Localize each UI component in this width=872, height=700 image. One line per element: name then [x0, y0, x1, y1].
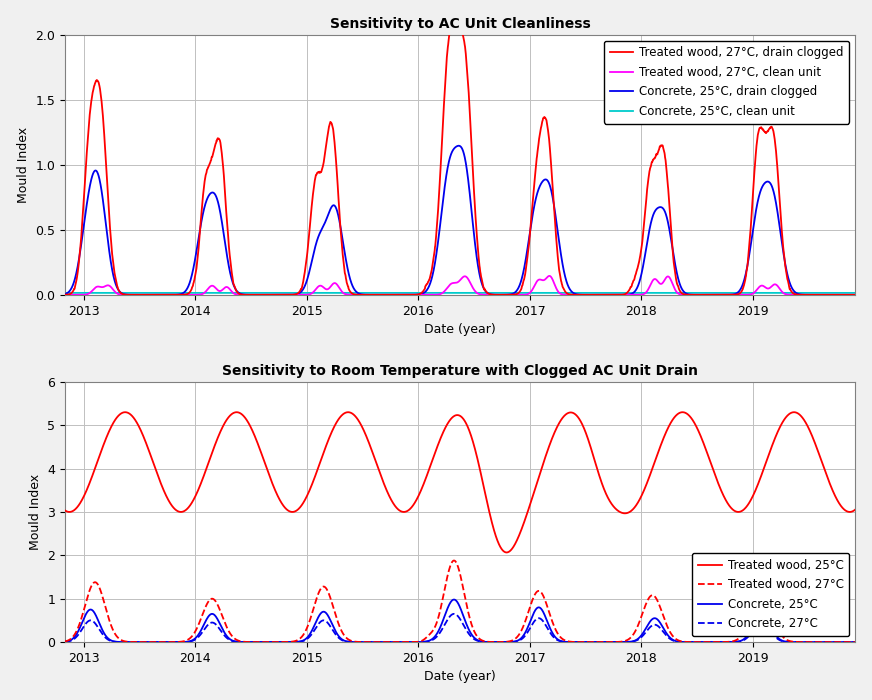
Y-axis label: Mould Index: Mould Index: [17, 127, 30, 203]
Y-axis label: Mould Index: Mould Index: [29, 474, 42, 550]
Title: Sensitivity to Room Temperature with Clogged AC Unit Drain: Sensitivity to Room Temperature with Clo…: [222, 364, 698, 378]
X-axis label: Date (year): Date (year): [425, 323, 496, 336]
X-axis label: Date (year): Date (year): [425, 671, 496, 683]
Legend: Treated wood, 27°C, drain clogged, Treated wood, 27°C, clean unit, Concrete, 25°: Treated wood, 27°C, drain clogged, Treat…: [603, 41, 849, 124]
Legend: Treated wood, 25°C, Treated wood, 27°C, Concrete, 25°C, Concrete, 27°C: Treated wood, 25°C, Treated wood, 27°C, …: [692, 553, 849, 636]
Title: Sensitivity to AC Unit Cleanliness: Sensitivity to AC Unit Cleanliness: [330, 17, 590, 31]
